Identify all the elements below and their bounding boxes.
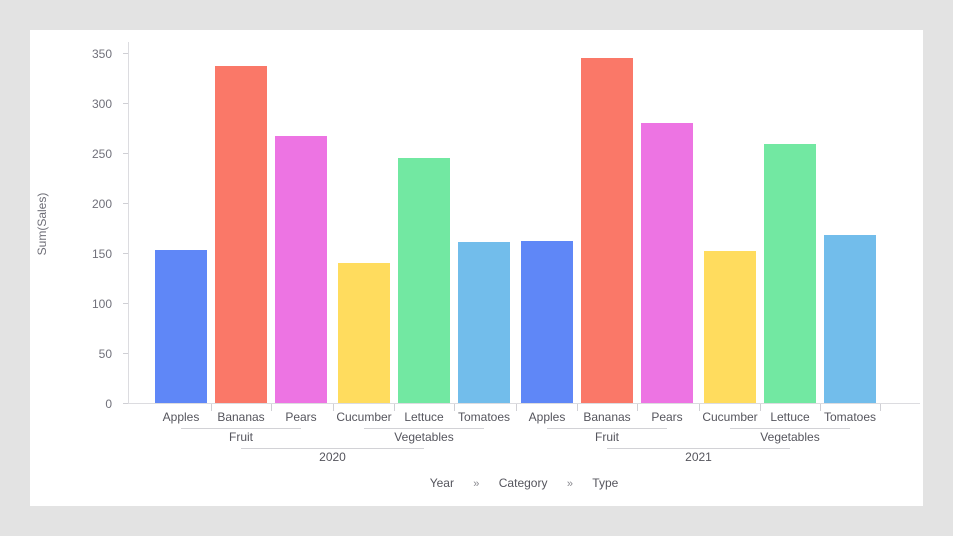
bar-2021-tomatoes[interactable] (824, 235, 876, 403)
x-tick-mark (698, 404, 700, 411)
x-category-label: Fruit (229, 430, 253, 444)
y-tick-mark (123, 153, 128, 154)
y-tick-label: 350 (91, 47, 112, 61)
bar-2020-bananas[interactable] (215, 66, 267, 403)
y-tick-label: 50 (98, 347, 112, 361)
category-bracket (547, 428, 667, 429)
x-axis: Apples Bananas Pears Cucumber Lettuce Tomatoe… (128, 404, 920, 476)
bar-2020-cucumber[interactable] (338, 263, 390, 403)
y-tick-label: 250 (91, 147, 112, 161)
y-tick-mark (123, 103, 128, 104)
x-type-label: Bananas (217, 410, 265, 424)
x-type-label: Lettuce (770, 410, 810, 424)
x-type-label: Tomatoes (823, 410, 877, 424)
x-category-label: Vegetables (760, 430, 820, 444)
y-axis-line (128, 42, 129, 404)
y-tick-label: 100 (91, 297, 112, 311)
x-tick-mark (515, 404, 517, 411)
x-tick-mark (454, 404, 455, 411)
y-tick-label: 300 (91, 97, 112, 111)
x-type-label: Lettuce (404, 410, 444, 424)
bar-2021-cucumber[interactable] (704, 251, 756, 403)
y-tick-label: 0 (105, 397, 112, 411)
y-tick-label: 150 (91, 247, 112, 261)
bar-2021-lettuce[interactable] (764, 144, 816, 403)
x-type-label: Pears (285, 410, 317, 424)
chevron-right-icon: » (473, 478, 480, 490)
x-type-label: Tomatoes (457, 410, 511, 424)
y-tick-mark (123, 203, 128, 204)
y-axis-title: Sum(Sales) (35, 192, 49, 256)
bar-2021-pears[interactable] (641, 123, 693, 403)
x-type-label: Bananas (583, 410, 631, 424)
y-tick-mark (123, 403, 128, 404)
x-type-label: Cucumber (702, 410, 758, 424)
chart-card: Sum(Sales) 0 50 100 150 200 250 300 350 Apples B… (30, 30, 923, 506)
y-tick-label: 200 (91, 197, 112, 211)
bar-2020-lettuce[interactable] (398, 158, 450, 403)
year-bracket (607, 448, 790, 449)
x-year-label: 2020 (319, 450, 346, 464)
y-axis: 0 50 100 150 200 250 300 350 (58, 42, 118, 410)
breadcrumb-year[interactable]: Year (429, 476, 454, 490)
y-tick-mark (123, 53, 128, 54)
breadcrumb-category[interactable]: Category (498, 476, 548, 490)
x-tick-mark (880, 404, 881, 411)
year-bracket (241, 448, 424, 449)
category-bracket (364, 428, 484, 429)
x-type-label: Cucumber (336, 410, 392, 424)
category-bracket (181, 428, 301, 429)
bar-2021-bananas[interactable] (581, 58, 633, 403)
bar-2021-apples[interactable] (521, 241, 573, 403)
x-tick-mark (394, 404, 395, 411)
x-tick-mark (332, 404, 334, 411)
y-tick-mark (123, 303, 128, 304)
x-tick-mark (211, 404, 212, 411)
plot-area (123, 42, 920, 404)
x-type-label: Pears (651, 410, 683, 424)
chevron-right-icon: » (566, 478, 573, 490)
x-type-label: Apples (162, 410, 200, 424)
x-year-label: 2021 (685, 450, 712, 464)
breadcrumb-type[interactable]: Type (592, 476, 619, 490)
bar-2020-pears[interactable] (275, 136, 327, 403)
bar-2020-apples[interactable] (155, 250, 207, 403)
axis-hierarchy-breadcrumb: Year » Category » Type (128, 476, 920, 490)
x-type-label: Apples (528, 410, 566, 424)
x-axis-line (128, 403, 920, 404)
x-tick-mark (820, 404, 821, 411)
x-tick-mark (577, 404, 578, 411)
x-tick-mark (760, 404, 761, 411)
x-category-label: Vegetables (394, 430, 454, 444)
y-tick-mark (123, 353, 128, 354)
y-tick-mark (123, 253, 128, 254)
x-tick-mark (637, 404, 638, 411)
category-bracket (730, 428, 850, 429)
x-tick-mark (271, 404, 272, 411)
x-category-label: Fruit (595, 430, 619, 444)
bar-2020-tomatoes[interactable] (458, 242, 510, 403)
